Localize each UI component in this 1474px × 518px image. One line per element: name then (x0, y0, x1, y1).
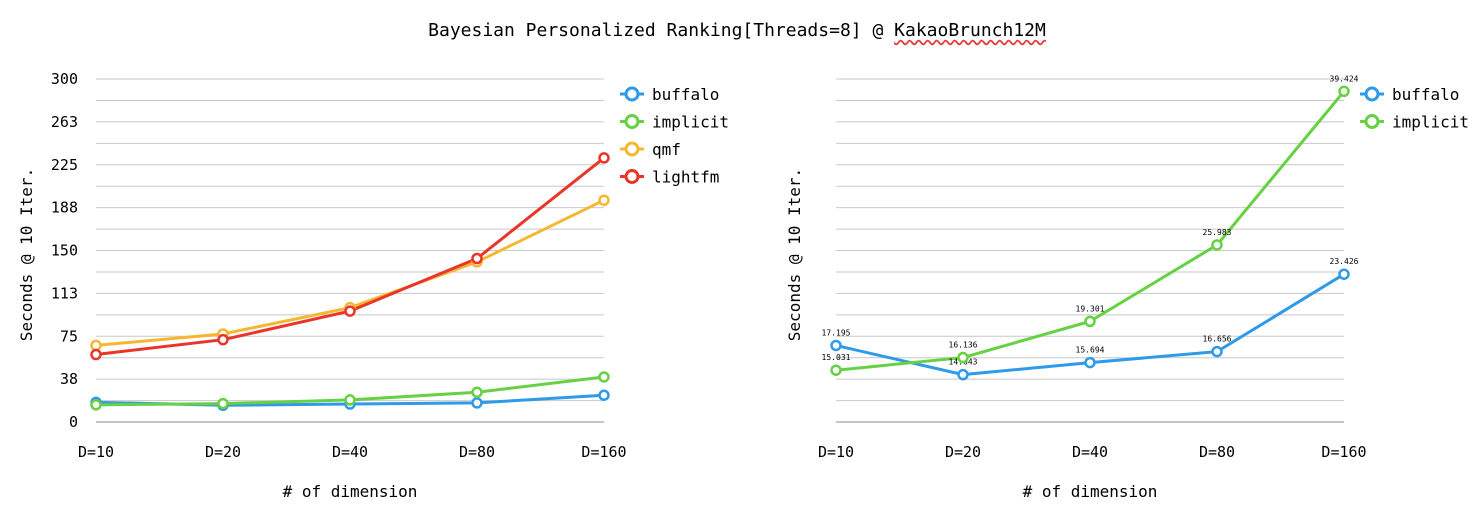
left-y-axis-label: Seconds @ 10 Iter. (17, 168, 36, 341)
right-data-point-buffalo (830, 339, 842, 352)
left-y-tick-label: 75 (60, 327, 78, 345)
right-data-label-implicit: 25.983 (1203, 228, 1232, 237)
left-x-axis-label: # of dimension (283, 482, 418, 501)
right-x-tick-label: D=20 (945, 443, 981, 461)
left-legend-marker-implicit (624, 114, 640, 129)
right-y-axis-label: Seconds @ 10 Iter. (785, 168, 804, 341)
left-data-point-buffalo (471, 397, 483, 409)
left-legend-marker-lightfm (624, 169, 640, 184)
left-y-tick-label: 150 (51, 242, 78, 260)
left-x-tick-label: D=20 (205, 443, 241, 461)
right-legend-label-implicit: implicit (1392, 113, 1469, 132)
right-data-point-buffalo (1338, 268, 1350, 280)
right-data-label-implicit: 19.301 (1076, 304, 1105, 313)
left-data-point-lightfm (344, 305, 356, 317)
right-legend-marker-implicit (1364, 114, 1380, 129)
right-data-label-implicit: 16.136 (949, 341, 978, 350)
left-x-tick-label: D=80 (459, 443, 495, 461)
left-legend-label-qmf: qmf (652, 140, 681, 159)
left-data-point-lightfm (471, 252, 483, 265)
left-y-tick-label: 188 (51, 199, 78, 217)
left-data-point-implicit (344, 394, 356, 406)
right-data-label-implicit: 15.031 (822, 353, 851, 362)
right-data-label-buffalo: 15.694 (1076, 346, 1105, 355)
right-data-label-buffalo: 17.195 (822, 328, 851, 337)
left-y-tick-label: 113 (51, 284, 78, 302)
left-legend-marker-qmf (624, 141, 640, 157)
right-data-point-implicit (1084, 315, 1096, 328)
left-x-tick-label: D=40 (332, 443, 368, 461)
left-data-point-lightfm (217, 333, 229, 346)
right-data-point-buffalo (1211, 345, 1223, 358)
chart-title: Bayesian Personalized Ranking[Threads=8]… (0, 20, 1474, 41)
right-x-tick-label: D=40 (1072, 443, 1108, 461)
right-x-tick-label: D=10 (818, 443, 854, 461)
right-x-tick-label: D=80 (1199, 443, 1235, 461)
right-data-label-buffalo: 23.426 (1330, 257, 1359, 266)
left-y-tick-label: 300 (51, 70, 78, 88)
right-data-point-implicit (957, 351, 969, 364)
left-legend-label-lightfm: lightfm (652, 168, 719, 187)
right-data-point-implicit (1338, 85, 1350, 98)
left-data-point-implicit (471, 386, 483, 399)
right-legend-marker-buffalo (1364, 86, 1380, 102)
right-data-point-implicit (830, 364, 842, 376)
right-data-point-implicit (1211, 239, 1223, 251)
left-legend-label-implicit: implicit (652, 113, 729, 132)
left-data-point-buffalo (598, 389, 610, 401)
left-y-tick-label: 0 (69, 413, 78, 431)
left-data-point-qmf (598, 194, 610, 206)
left-y-tick-label: 38 (60, 370, 78, 388)
right-legend-label-buffalo: buffalo (1392, 85, 1459, 104)
left-data-point-lightfm (598, 152, 610, 164)
chart-title-text: Bayesian Personalized Ranking[Threads=8]… (428, 20, 895, 41)
left-legend-marker-buffalo (624, 86, 640, 102)
right-series-line-implicit (834, 89, 1346, 372)
right-data-point-buffalo (1084, 356, 1096, 369)
left-x-tick-label: D=10 (78, 443, 114, 461)
right-data-label-buffalo: 16.656 (1203, 335, 1232, 344)
right-data-label-implicit: 39.424 (1330, 74, 1359, 83)
left-data-point-implicit (598, 371, 610, 383)
right-x-tick-label: D=160 (1321, 443, 1366, 461)
left-y-tick-label: 263 (51, 113, 78, 131)
left-data-point-implicit (90, 399, 102, 411)
chart-title-dataset: KakaoBrunch12M (894, 20, 1046, 41)
left-legend-label-buffalo: buffalo (652, 85, 719, 104)
right-x-axis-label: # of dimension (1023, 482, 1158, 501)
left-data-point-lightfm (90, 348, 102, 361)
left-y-tick-label: 225 (51, 156, 78, 174)
left-x-tick-label: D=160 (581, 443, 626, 461)
right-data-point-buffalo (957, 368, 969, 381)
left-data-point-implicit (217, 397, 229, 410)
